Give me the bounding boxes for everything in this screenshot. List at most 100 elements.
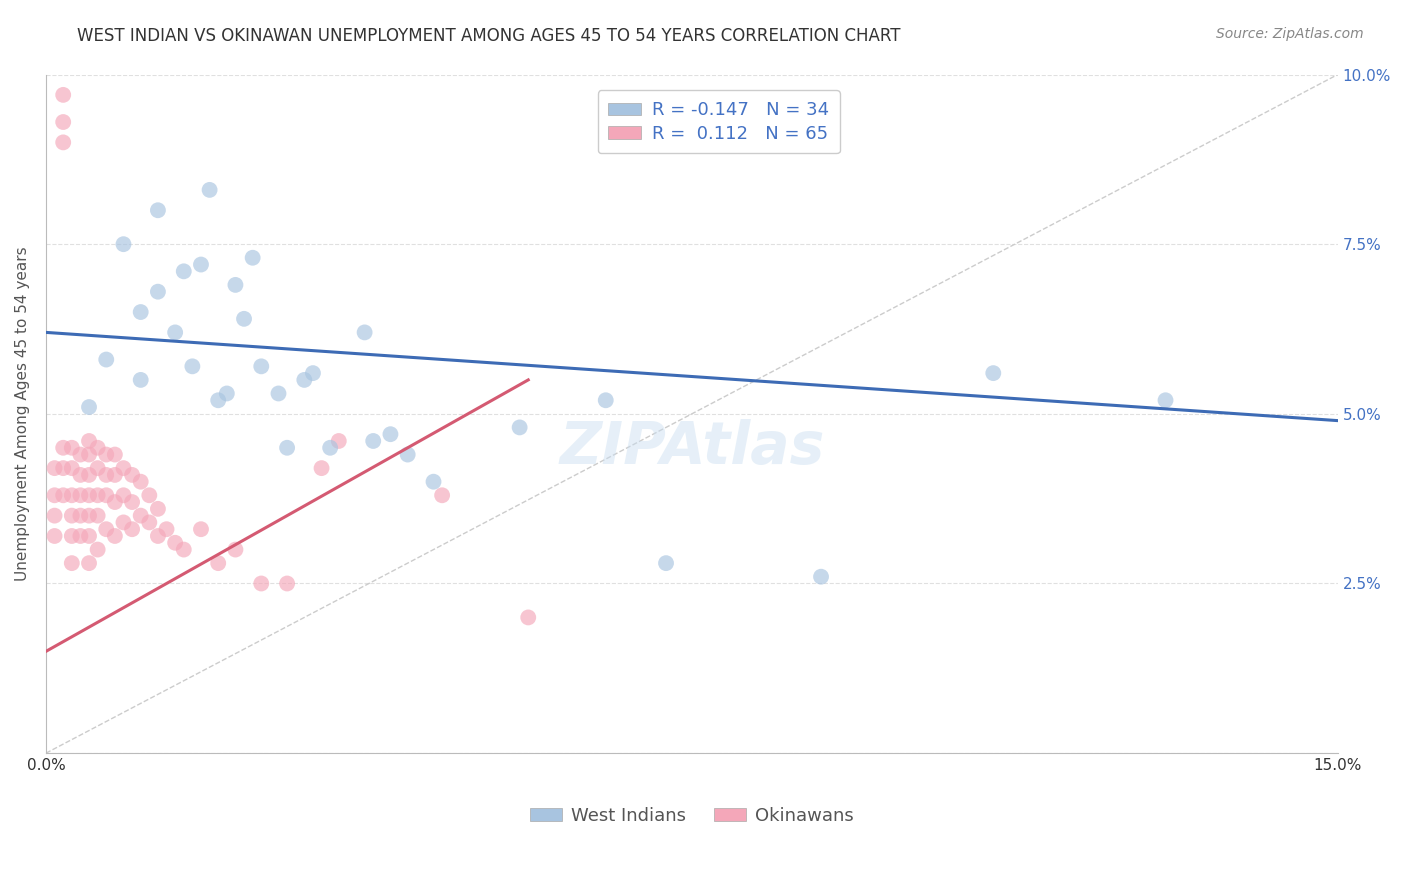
Point [146, 501, 169, 516]
Point [207, 556, 229, 570]
Point [52, 136, 75, 150]
Point [981, 366, 1004, 380]
Point [215, 386, 238, 401]
Point [250, 576, 273, 591]
Point [396, 448, 419, 462]
Point [96, 467, 118, 482]
Point [129, 373, 152, 387]
Point [69, 488, 91, 502]
Point [138, 488, 160, 502]
Point [319, 441, 342, 455]
Point [86, 441, 108, 455]
Point [276, 441, 298, 455]
Point [353, 326, 375, 340]
Point [52, 87, 75, 102]
Text: ZIPAtlas: ZIPAtlas [560, 419, 824, 476]
Point [121, 467, 143, 482]
Point [52, 441, 75, 455]
Point [104, 495, 127, 509]
Point [52, 488, 75, 502]
Point [165, 326, 187, 340]
Text: WEST INDIAN VS OKINAWAN UNEMPLOYMENT AMONG AGES 45 TO 54 YEARS CORRELATION CHART: WEST INDIAN VS OKINAWAN UNEMPLOYMENT AMO… [77, 27, 901, 45]
Point [77, 467, 100, 482]
Point [104, 529, 127, 543]
Point [190, 258, 212, 272]
Point [146, 529, 169, 543]
Point [509, 420, 531, 434]
Point [86, 461, 108, 475]
Point [224, 277, 246, 292]
Point [112, 237, 135, 252]
Point [77, 400, 100, 414]
Point [52, 461, 75, 475]
Point [146, 203, 169, 218]
Point [104, 448, 127, 462]
Point [96, 448, 118, 462]
Point [77, 434, 100, 448]
Point [121, 495, 143, 509]
Point [129, 305, 152, 319]
Text: Source: ZipAtlas.com: Source: ZipAtlas.com [1216, 27, 1364, 41]
Point [190, 522, 212, 536]
Point [96, 522, 118, 536]
Point [361, 434, 384, 448]
Point [44, 529, 66, 543]
Point [276, 576, 298, 591]
Point [96, 488, 118, 502]
Point [328, 434, 350, 448]
Point [207, 393, 229, 408]
Point [69, 529, 91, 543]
Point [595, 393, 617, 408]
Point [138, 516, 160, 530]
Point [77, 508, 100, 523]
Point [77, 556, 100, 570]
Point [173, 542, 195, 557]
Point [77, 448, 100, 462]
Point [44, 461, 66, 475]
Legend: West Indians, Okinawans: West Indians, Okinawans [523, 799, 860, 832]
Point [242, 251, 264, 265]
Point [311, 461, 333, 475]
Point [224, 542, 246, 557]
Point [86, 542, 108, 557]
Point [96, 352, 118, 367]
Point [380, 427, 402, 442]
Point [129, 475, 152, 489]
Point [655, 556, 678, 570]
Point [250, 359, 273, 374]
Point [422, 475, 444, 489]
Point [44, 508, 66, 523]
Point [1154, 393, 1177, 408]
Point [69, 508, 91, 523]
Point [77, 488, 100, 502]
Point [86, 508, 108, 523]
Point [292, 373, 315, 387]
Point [60, 488, 83, 502]
Point [146, 285, 169, 299]
Point [86, 488, 108, 502]
Point [104, 467, 127, 482]
Point [233, 311, 256, 326]
Point [52, 115, 75, 129]
Point [198, 183, 221, 197]
Point [60, 556, 83, 570]
Point [112, 461, 135, 475]
Point [173, 264, 195, 278]
Point [121, 522, 143, 536]
Point [165, 535, 187, 549]
Point [60, 441, 83, 455]
Point [60, 529, 83, 543]
Point [430, 488, 453, 502]
Point [69, 467, 91, 482]
Point [69, 448, 91, 462]
Point [517, 610, 540, 624]
Point [302, 366, 325, 380]
Point [112, 488, 135, 502]
Point [267, 386, 290, 401]
Point [60, 508, 83, 523]
Point [155, 522, 177, 536]
Point [129, 508, 152, 523]
Point [112, 516, 135, 530]
Y-axis label: Unemployment Among Ages 45 to 54 years: Unemployment Among Ages 45 to 54 years [15, 246, 30, 582]
Point [810, 570, 832, 584]
